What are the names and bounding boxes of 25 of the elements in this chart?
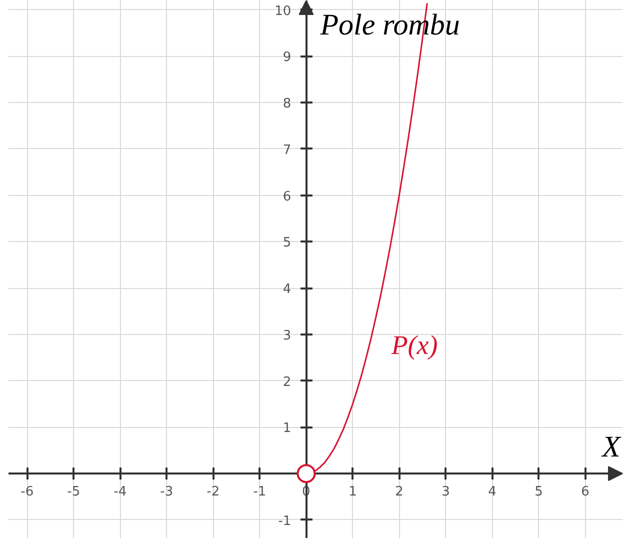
y-tick-label: 10 (274, 4, 292, 19)
x-tick-label: 1 (348, 484, 357, 500)
x-tick-label: 3 (442, 484, 450, 500)
x-tick-label: 2 (395, 484, 404, 500)
y-tick-label: 3 (282, 328, 292, 344)
y-tick-label: 5 (282, 236, 292, 251)
x-tick-label: -5 (67, 484, 80, 500)
x-tick-label: -6 (20, 484, 34, 500)
x-tick-label: 6 (581, 484, 590, 500)
x-axis-title: X (601, 430, 622, 464)
y-tick-label: 2 (282, 374, 292, 390)
y-tick-label: 1 (282, 421, 292, 436)
x-tick-label: 4 (488, 484, 496, 500)
x-tick-label: -1 (253, 484, 266, 500)
x-tick-label: -3 (160, 484, 174, 500)
x-tick-label: -4 (114, 484, 127, 500)
y-tick-label: 6 (282, 189, 292, 204)
x-tick-label: -2 (206, 484, 220, 500)
y-tick-label: 7 (282, 142, 292, 158)
y-tick-label: 8 (282, 96, 292, 112)
series-label: P(x) (390, 330, 438, 360)
x-tick-label: 5 (534, 484, 543, 500)
y-tick-label: 4 (282, 282, 292, 298)
y-tick-label: 9 (282, 50, 292, 66)
y-tick-label: -1 (278, 514, 292, 529)
